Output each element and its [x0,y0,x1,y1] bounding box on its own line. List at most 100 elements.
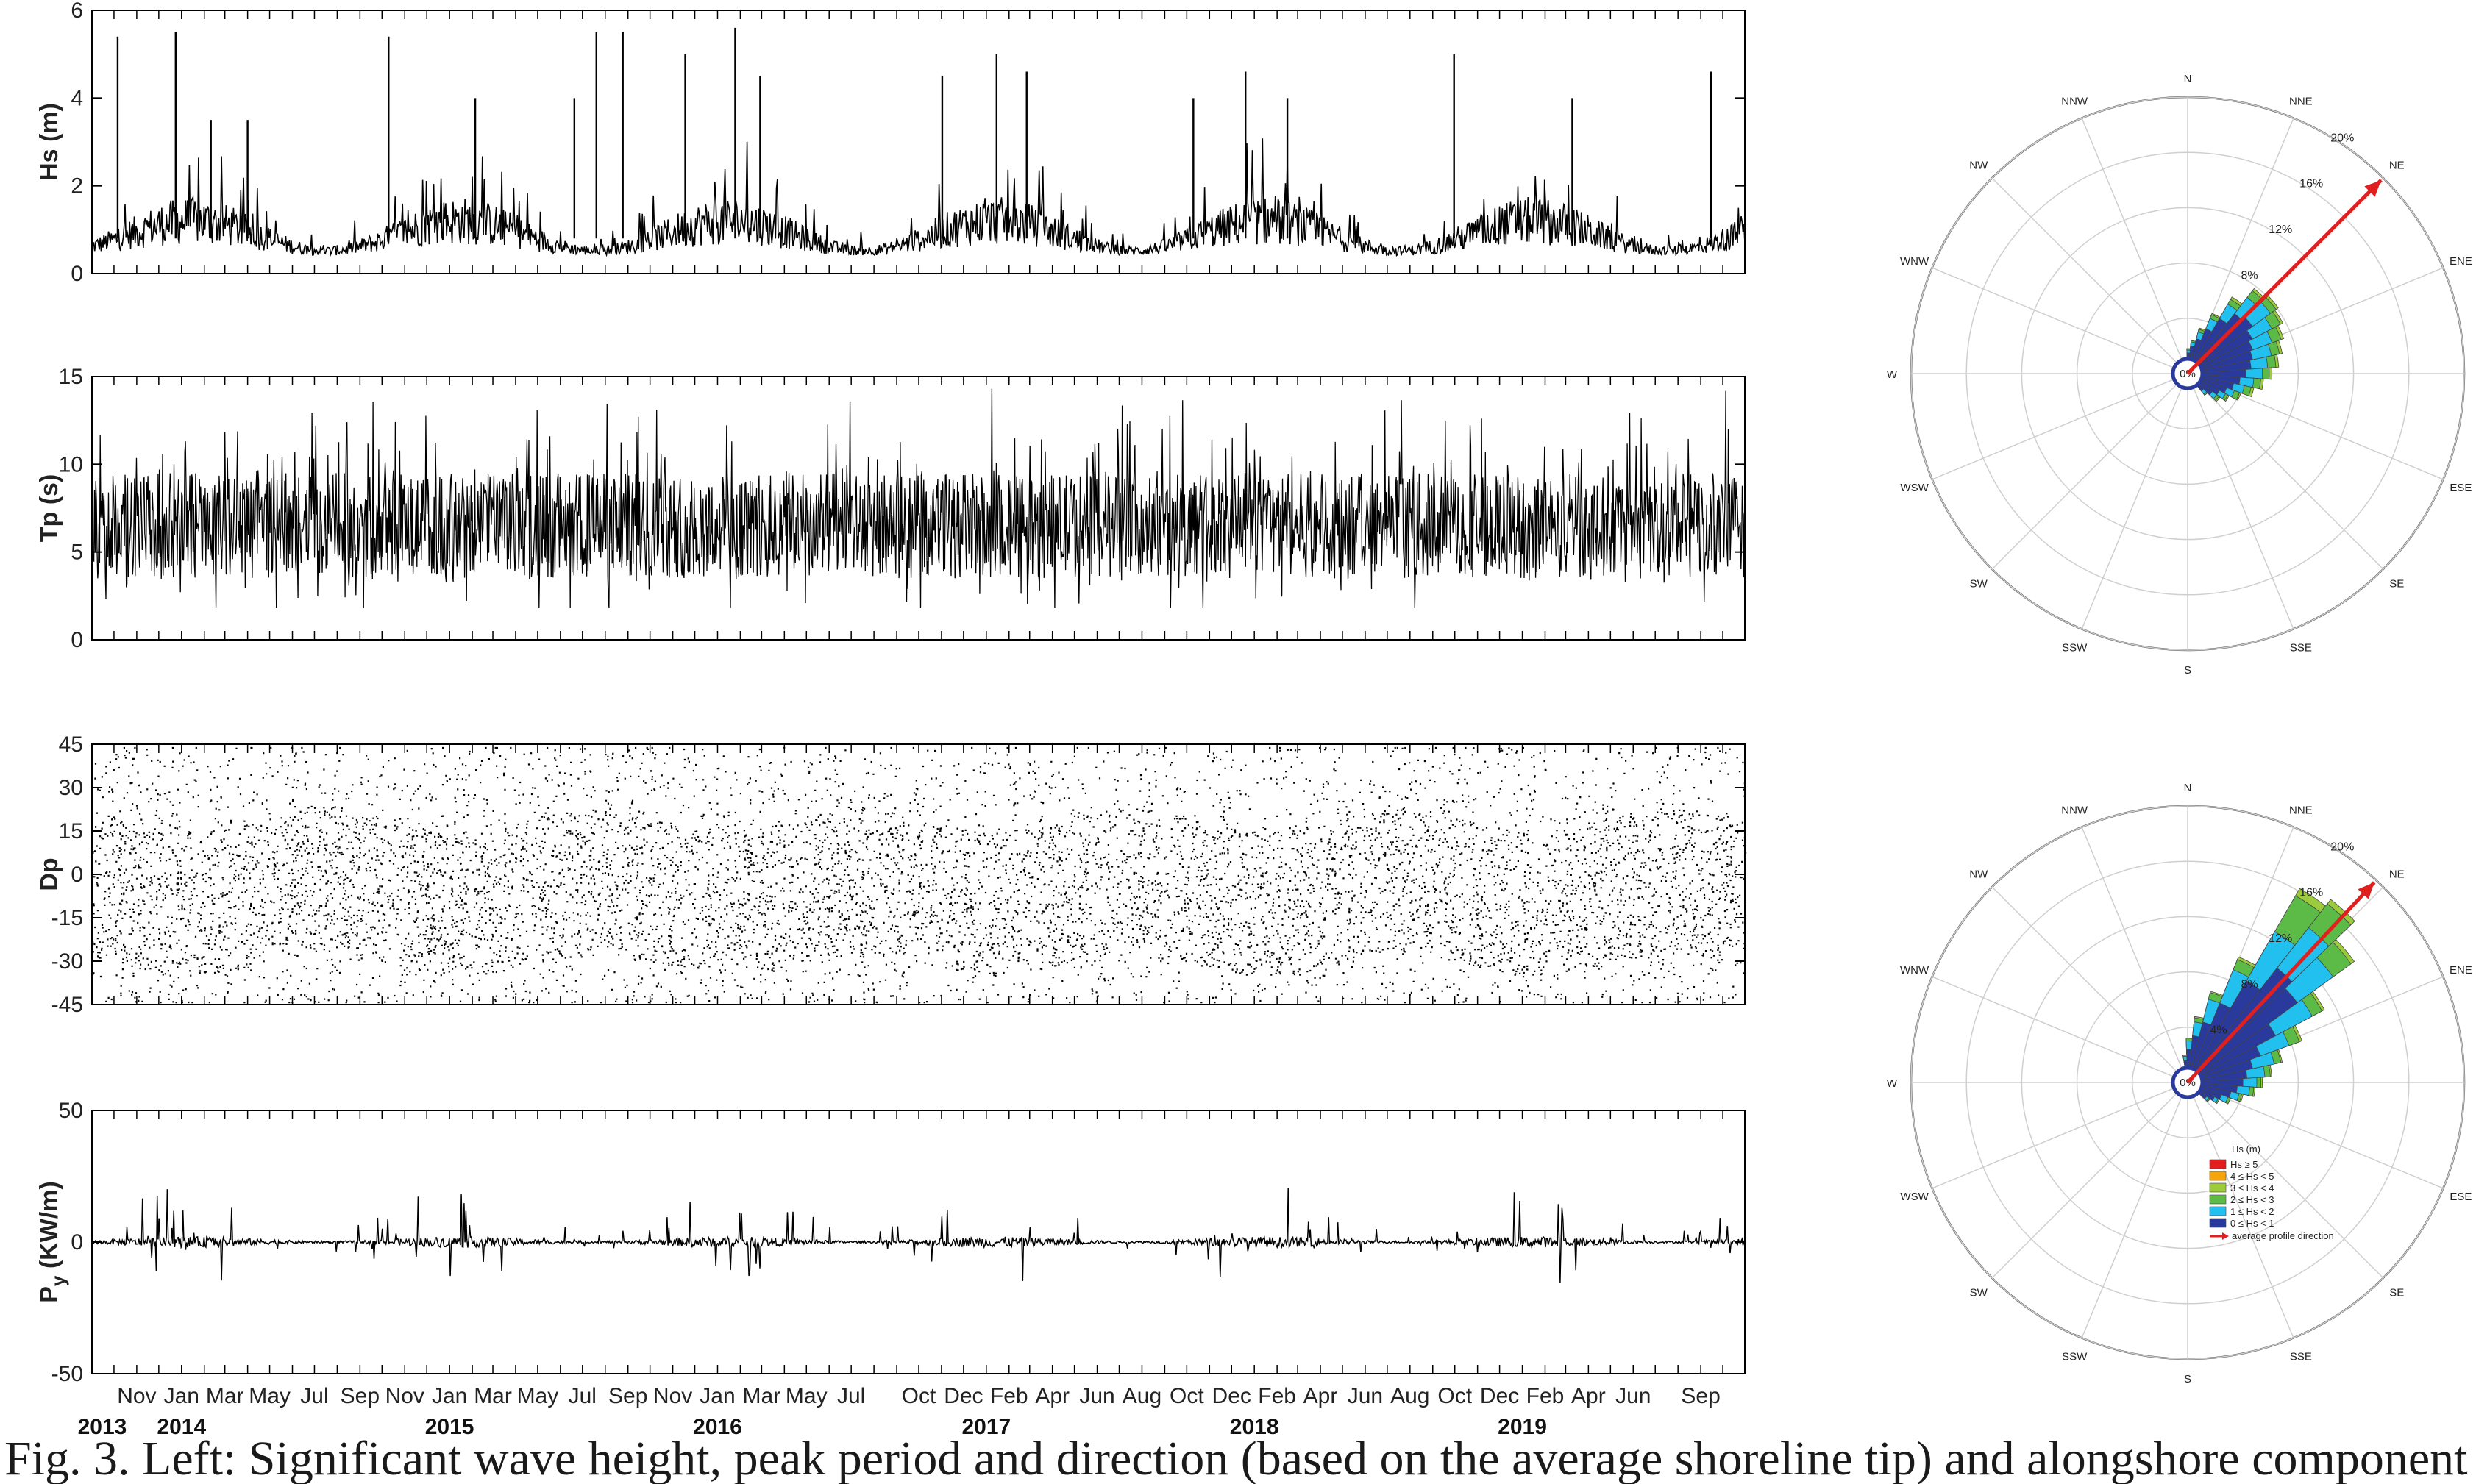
rose-spoke [2187,1082,2444,1189]
y-axis-label-main: P [35,1286,63,1303]
rose-spoke [2081,827,2188,1083]
y-axis-label-unit: (KW/m) [35,1181,63,1275]
year-label: 2017 [961,1415,1011,1439]
legend-swatch [2209,1159,2227,1169]
x-tick-label: Mar [743,1384,781,1408]
rose-direction-label: NE [2389,868,2405,881]
legend-arrow-head [2222,1232,2229,1240]
rose-direction-label: ENE [2450,255,2472,268]
legend-swatch [2209,1206,2227,1216]
py-series-line [91,1188,1746,1283]
rose-direction-label: SSW [2062,1350,2088,1363]
x-tick-label: Sep [341,1384,380,1408]
y-tick-label: 2 [71,174,83,199]
y-tick-label: 0 [71,863,83,887]
legend-label: 2 ≤ Hs < 3 [2230,1194,2274,1205]
rose-spoke [1932,1082,2188,1189]
y-axis-label: Tp (s) [35,474,63,543]
rose-ring-label: 8% [2241,269,2258,282]
y-tick-label: 0 [71,1230,83,1255]
y-axis-label-sub: y [47,1275,69,1286]
legend-title: Hs (m) [2232,1144,2260,1155]
rose-spoke [2081,373,2188,629]
axes-frame [91,743,1746,1005]
rose-spoke [2187,1082,2294,1338]
y-tick-label: 15 [59,819,83,843]
x-tick-label: Jun [1348,1384,1383,1408]
year-label: 2018 [1230,1415,1279,1439]
y-tick-label: 30 [59,776,83,800]
time-series-panels: 0 2 4 6 Hs (m) 0 5 10 15 Tp (s) -45 -30 -15 0 15 30 45 Dp… [35,0,1747,1439]
x-tick-label: Oct [902,1384,936,1408]
rose-direction-label: WSW [1900,482,1929,494]
y-tick-label: 50 [59,1099,83,1123]
rose-direction-label: NW [1969,160,1988,172]
x-tick-label: Jun [1079,1384,1114,1408]
y-tick-label: 10 [59,452,83,477]
y-tick-label: -30 [51,949,83,974]
rose-direction-label: NNE [2289,96,2313,108]
x-tick-label: Apr [1035,1384,1070,1408]
tp-series-line [91,388,1746,609]
rose-direction-label: WSW [1900,1191,1929,1203]
rose-ring-label: 12% [2269,932,2292,945]
rose-direction-label: SE [2389,1286,2404,1299]
y-tick-label: -50 [51,1362,83,1386]
wave-rose-top: NNNENEENEEESESESSESSSWSWWSWWWNWNWNNW8%12… [1887,73,2472,677]
x-tick-label: Dec [944,1384,983,1408]
arrow-head [2364,180,2381,197]
rose-direction-label: ENE [2450,964,2472,977]
x-tick-label: Apr [1571,1384,1606,1408]
rose-spoke [1932,373,2188,480]
legend-label: 4 ≤ Hs < 5 [2230,1171,2274,1182]
average-direction-arrow [2186,179,2383,375]
rose-direction-label: S [2184,664,2191,677]
legend-label: 1 ≤ Hs < 2 [2230,1206,2274,1217]
y-axis-label: Py (KW/m) [35,1181,69,1303]
rose-direction-label: SSE [2290,1350,2312,1363]
rose-spoke [2187,373,2384,570]
year-label: 2019 [1498,1415,1547,1439]
rose-ring-label: 4% [2210,1024,2227,1037]
dp-scatter-points [92,746,1747,1004]
y-tick-label: 4 [71,86,83,110]
rose-direction-label: WNW [1900,255,1929,268]
rose-ring-label: 20% [2330,841,2354,853]
rose-ring-label: 16% [2299,887,2323,899]
year-label: 2013 [78,1415,127,1439]
y-tick-label: 15 [59,365,83,389]
x-tick-label: Jul [837,1384,865,1408]
y-axis-label: Hs (m) [35,103,63,181]
legend-swatch [2209,1171,2227,1181]
hs-series-line [91,138,1746,257]
rose-direction-label: NNW [2061,96,2088,108]
legend-arrow-label: average profile direction [2232,1230,2334,1241]
x-tick-label: Sep [1681,1384,1720,1408]
x-tick-label: Aug [1123,1384,1161,1408]
rose-direction-label: W [1887,1077,1898,1090]
x-tick-label: Oct [1170,1384,1204,1408]
rose-ring-label: 8% [2241,978,2258,991]
rose-direction-label: ESE [2450,482,2472,494]
y-axis-label: Dp [35,857,63,891]
y-tick-label: 5 [71,541,83,565]
rose-direction-label: WNW [1900,964,1929,977]
rose-direction-label: SE [2389,577,2404,590]
x-tick-label: May [786,1384,828,1408]
panel-3: -45 -30 -15 0 15 30 45 Dp [35,732,1747,1017]
rose-direction-label: SSW [2062,641,2088,654]
average-direction-arrow [2186,881,2376,1084]
x-tick-label: Mar [206,1384,244,1408]
legend-label: Hs ≥ 5 [2230,1159,2258,1170]
x-tick-label: Jan [164,1384,199,1408]
legend-swatch [2209,1194,2227,1205]
x-tick-label: Dec [1480,1384,1519,1408]
rose-direction-label: SSE [2290,641,2312,654]
x-tick-label: Oct [1437,1384,1472,1408]
x-tick-label: Jan [432,1384,467,1408]
x-tick-label: Nov [385,1384,424,1408]
rose-direction-label: NE [2389,160,2405,172]
rose-ring-label: 20% [2330,132,2354,144]
rose-direction-label: NNW [2061,805,2088,817]
